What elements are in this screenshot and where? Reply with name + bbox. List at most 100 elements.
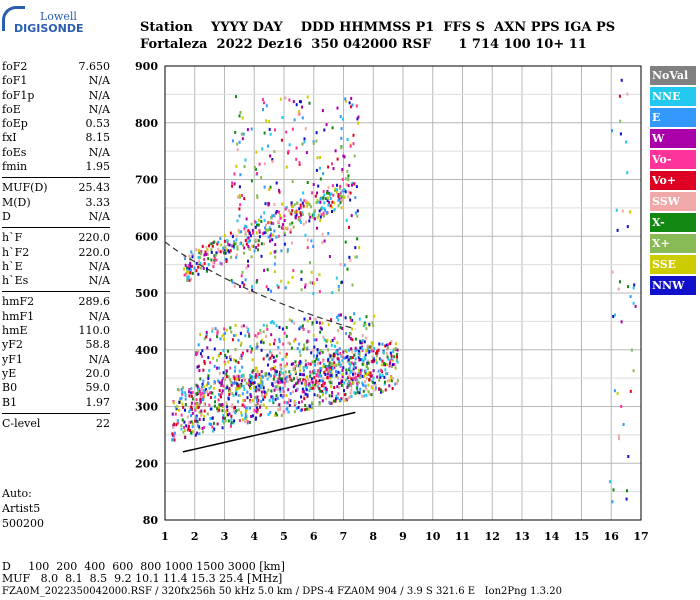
echo-point xyxy=(317,385,320,389)
echo-point xyxy=(228,389,231,393)
echo-point xyxy=(250,350,253,354)
echo-point xyxy=(260,394,263,397)
echo-point xyxy=(233,406,236,410)
echo-point xyxy=(621,209,624,213)
echo-point xyxy=(318,395,321,399)
echo-point xyxy=(291,276,294,279)
echo-point xyxy=(380,368,383,372)
echo-point xyxy=(318,273,321,277)
echo-point xyxy=(294,401,296,405)
param-separator xyxy=(2,291,110,293)
echo-point xyxy=(260,382,263,386)
echo-point xyxy=(255,373,258,376)
param-name: yF2 xyxy=(2,338,23,352)
echo-point xyxy=(194,408,197,412)
echo-point xyxy=(339,115,342,119)
echo-point xyxy=(239,332,242,336)
echo-point xyxy=(348,101,351,105)
echo-point xyxy=(260,378,263,382)
echo-point xyxy=(295,382,297,386)
echo-point xyxy=(281,395,284,399)
echo-point xyxy=(278,224,281,228)
echo-point xyxy=(253,166,256,169)
echo-point xyxy=(304,385,307,389)
echo-point xyxy=(306,204,309,208)
echo-point xyxy=(345,398,348,402)
echo-point xyxy=(230,330,233,334)
echo-point xyxy=(309,374,312,378)
echo-point xyxy=(378,378,381,382)
echo-point xyxy=(220,383,223,387)
echo-point xyxy=(236,247,239,251)
echo-point xyxy=(238,193,241,197)
echo-point xyxy=(248,291,251,295)
echo-point xyxy=(294,337,297,341)
echo-point xyxy=(239,195,241,199)
echo-point xyxy=(354,246,357,250)
echo-point xyxy=(231,139,234,143)
echo-point xyxy=(190,250,193,254)
echo-point xyxy=(239,343,242,347)
echo-point xyxy=(184,403,187,406)
echo-point xyxy=(248,231,251,235)
echo-point xyxy=(292,269,295,273)
echo-point xyxy=(258,162,261,166)
echo-point xyxy=(269,251,272,255)
echo-point xyxy=(253,249,256,253)
echo-point xyxy=(223,327,226,331)
echo-point xyxy=(195,383,198,387)
echo-point xyxy=(279,407,282,411)
echo-point xyxy=(353,154,356,158)
echo-point xyxy=(318,382,321,386)
echo-point xyxy=(282,390,285,393)
echo-point xyxy=(202,379,205,383)
echo-point xyxy=(311,215,314,219)
echo-point xyxy=(389,342,392,345)
echo-point xyxy=(275,210,278,213)
echo-point xyxy=(293,118,296,122)
echo-point xyxy=(310,386,313,390)
echo-point xyxy=(256,342,259,346)
echo-point xyxy=(346,267,349,271)
echo-point xyxy=(308,219,311,223)
echo-point xyxy=(325,388,328,392)
echo-point xyxy=(335,276,338,280)
echo-point xyxy=(184,436,187,439)
echo-point xyxy=(316,156,319,160)
param-row: foEs N/A xyxy=(2,146,110,160)
echo-point xyxy=(237,387,240,390)
echo-point xyxy=(272,355,275,359)
echo-point xyxy=(273,214,276,218)
echo-point xyxy=(308,389,311,392)
echo-point xyxy=(383,375,386,379)
echo-point xyxy=(346,385,349,389)
echo-point xyxy=(241,392,244,396)
echo-point xyxy=(307,362,310,366)
echo-point xyxy=(225,403,228,407)
echo-point xyxy=(197,403,200,407)
echo-point xyxy=(358,246,361,250)
echo-point xyxy=(324,365,327,369)
echo-point xyxy=(309,370,312,374)
echo-point xyxy=(321,399,324,403)
echo-point xyxy=(349,316,352,320)
echo-point xyxy=(183,273,186,277)
echo-point xyxy=(199,261,202,265)
echo-point xyxy=(319,197,322,201)
echo-point xyxy=(249,239,251,243)
echo-point xyxy=(315,131,318,135)
echo-point xyxy=(180,424,183,428)
echo-point xyxy=(319,326,322,330)
echo-point xyxy=(238,394,241,398)
echo-point xyxy=(240,325,243,329)
echo-point xyxy=(354,391,357,395)
echo-point xyxy=(316,198,319,202)
echo-point xyxy=(207,393,210,397)
echo-point xyxy=(312,140,315,144)
echo-point xyxy=(343,263,346,267)
echo-point xyxy=(317,184,320,188)
echo-point xyxy=(253,387,256,391)
echo-point xyxy=(262,403,265,407)
echo-point xyxy=(263,131,266,135)
echo-point xyxy=(255,410,258,414)
